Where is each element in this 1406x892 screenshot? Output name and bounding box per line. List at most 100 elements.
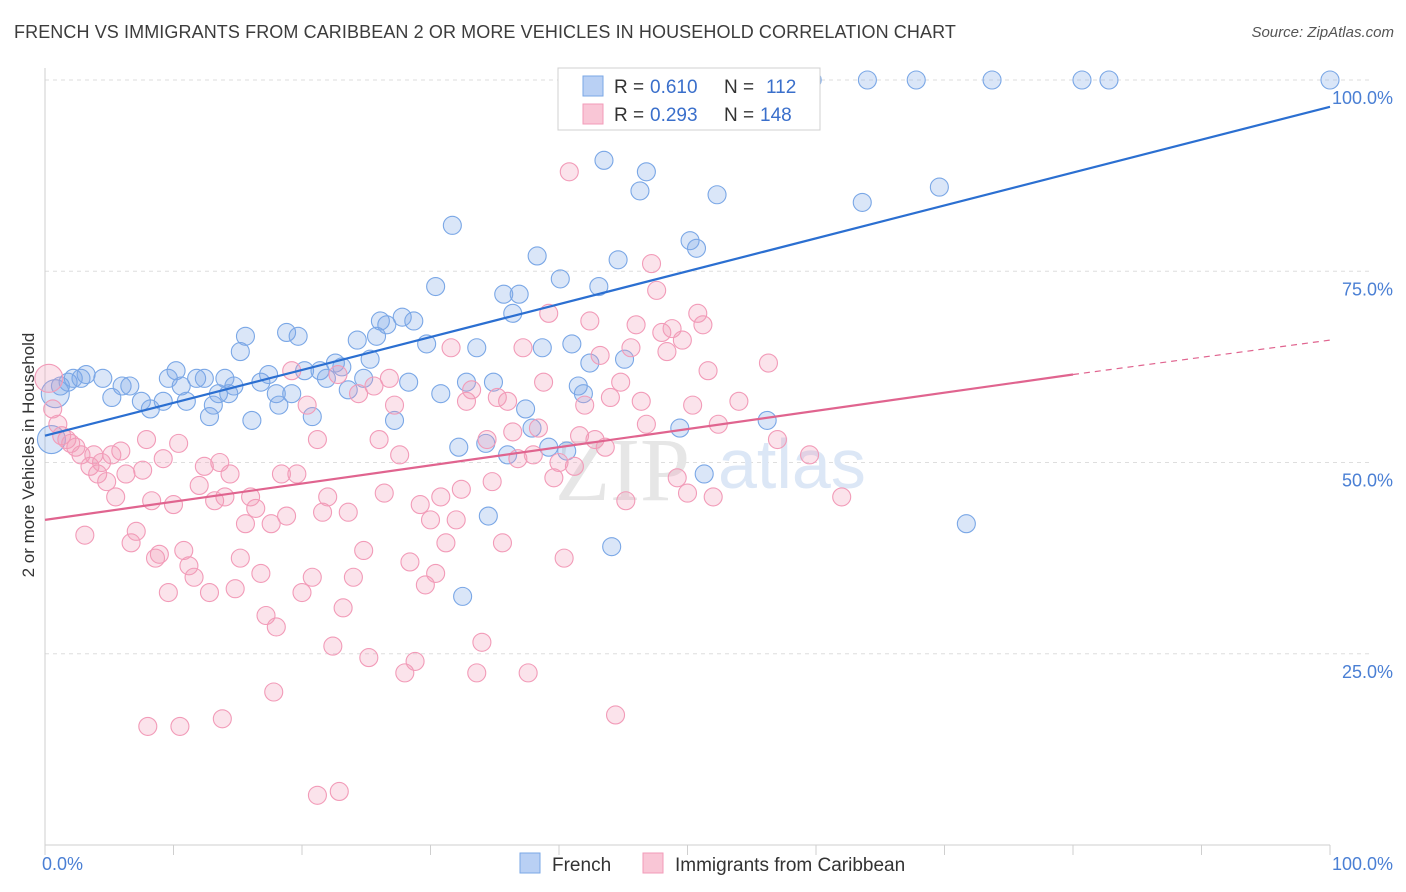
french-point [302,407,322,427]
caribbean-point [97,472,117,492]
watermark-atlas: atlas [718,425,866,503]
french-point [608,250,628,270]
caribbean-point [767,429,788,450]
y-axis-label: 2 or more Vehicles in Household [19,333,38,578]
french-point [76,364,96,385]
caribbean-point [482,472,502,492]
caribbean-point [683,395,703,415]
caribbean-point [313,502,333,522]
caribbean-trend-extension [1072,339,1331,376]
french-point [516,399,536,419]
bottom-legend-caribbean: Immigrants from Caribbean [675,855,905,876]
french-point [686,238,707,258]
french-point [194,368,214,388]
caribbean-point [354,540,374,561]
caribbean-point [145,548,166,568]
trend-lines [44,105,1331,521]
legend-r-value-caribbean: 0.293 [650,105,698,126]
french-point [63,368,83,388]
french-point [166,361,186,381]
french-point [857,70,877,90]
french-point [906,70,926,90]
source-label: Source: ZipAtlas.com [1251,24,1394,41]
french-point [589,276,609,297]
x-tick-label-start: 0.0% [42,854,83,874]
french-point [71,368,91,388]
caribbean-point [292,582,312,603]
caribbean-point [698,361,718,381]
french-point [242,410,262,430]
y-tick-label-1: 75.0% [1342,279,1393,299]
french-point [707,185,727,205]
french-point [562,334,582,354]
caribbean-point [758,353,779,373]
caribbean-point [215,487,235,507]
legend-swatch-french [582,75,604,97]
french-point [399,372,419,392]
french-point [602,537,622,557]
caribbean-point [199,582,220,603]
french-point [594,150,614,170]
caribbean-point [400,552,420,572]
french-point [392,307,412,327]
caribbean-point [91,452,112,473]
french-point [230,342,250,362]
caribbean-point [492,533,513,553]
caribbean-point [472,632,492,652]
caribbean-point [246,498,266,518]
caribbean-point [672,330,692,350]
french-point [316,368,336,388]
french-point [404,311,424,331]
axes [44,68,1331,855]
french-point [112,376,132,396]
caribbean-point [595,437,615,457]
caribbean-point [271,464,291,484]
french-point [354,368,374,388]
french-point [478,506,498,526]
caribbean-point [677,483,698,503]
french-point [522,418,542,438]
french-point [956,514,976,534]
caribbean-point [800,445,820,465]
caribbean-point [647,280,667,300]
french-point [694,464,714,484]
caribbean-point [426,563,446,583]
caribbean-point [431,487,451,507]
caribbean-point [277,506,297,526]
caribbean-point [251,563,271,583]
french-point [288,326,308,346]
french-point [982,70,1002,90]
caribbean-point [179,556,199,576]
caribbean-point [116,464,136,484]
caribbean-point [405,651,425,671]
caribbean-point [559,162,579,182]
caribbean-point [189,475,209,496]
caribbean-point [194,456,214,476]
y-tick-label-3: 25.0% [1342,662,1393,682]
french-point [1099,70,1119,90]
caribbean-point [611,372,631,392]
french-point [509,284,529,304]
caribbean-point [287,464,307,484]
french-point [630,181,650,201]
legend-r-label-1: R = [614,77,644,98]
french-point [93,368,113,388]
french-point [426,276,446,297]
caribbean-point [170,716,190,736]
french-point [58,372,78,392]
caribbean-point [554,548,574,568]
legend-n-label-1: N = [724,77,754,98]
caribbean-point [379,368,399,388]
caribbean-point [534,372,554,392]
french-point [1072,70,1092,90]
caribbean-point [436,533,456,553]
french-point [431,384,451,404]
legend-n-label-2: N = [724,105,754,126]
french-point [171,376,191,396]
caribbean-point [266,617,286,637]
french-point [269,395,289,415]
caribbean-point [343,567,363,587]
french-point [680,231,700,251]
caribbean-point [636,414,656,434]
caribbean-point [348,384,369,404]
